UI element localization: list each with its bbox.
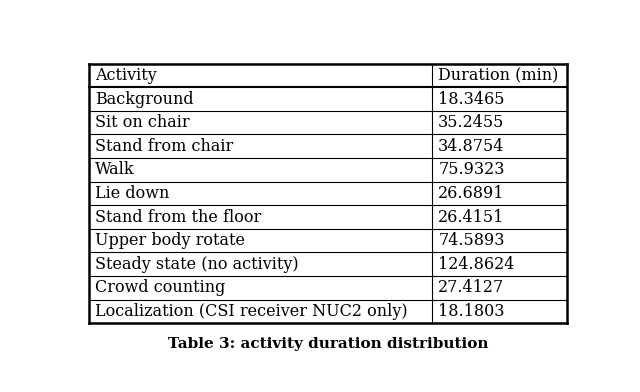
- Text: 27.4127: 27.4127: [438, 279, 504, 296]
- Text: 124.8624: 124.8624: [438, 256, 515, 273]
- Text: Stand from chair: Stand from chair: [95, 138, 233, 155]
- Text: Table 3: activity duration distribution: Table 3: activity duration distribution: [168, 337, 488, 351]
- Text: Activity: Activity: [95, 67, 157, 84]
- Text: Sit on chair: Sit on chair: [95, 114, 189, 131]
- Text: 18.3465: 18.3465: [438, 91, 505, 107]
- Text: Duration (min): Duration (min): [438, 67, 559, 84]
- Text: Stand from the floor: Stand from the floor: [95, 209, 261, 225]
- Text: 18.1803: 18.1803: [438, 303, 505, 320]
- Text: 75.9323: 75.9323: [438, 162, 505, 178]
- Text: 74.5893: 74.5893: [438, 232, 505, 249]
- Text: Background: Background: [95, 91, 193, 107]
- Text: Lie down: Lie down: [95, 185, 169, 202]
- Text: 26.6891: 26.6891: [438, 185, 505, 202]
- Text: 34.8754: 34.8754: [438, 138, 504, 155]
- Text: Walk: Walk: [95, 162, 134, 178]
- Text: 35.2455: 35.2455: [438, 114, 504, 131]
- Text: Crowd counting: Crowd counting: [95, 279, 225, 296]
- Text: Localization (CSI receiver NUC2 only): Localization (CSI receiver NUC2 only): [95, 303, 408, 320]
- Text: Upper body rotate: Upper body rotate: [95, 232, 245, 249]
- Text: 26.4151: 26.4151: [438, 209, 504, 225]
- Text: Steady state (no activity): Steady state (no activity): [95, 256, 298, 273]
